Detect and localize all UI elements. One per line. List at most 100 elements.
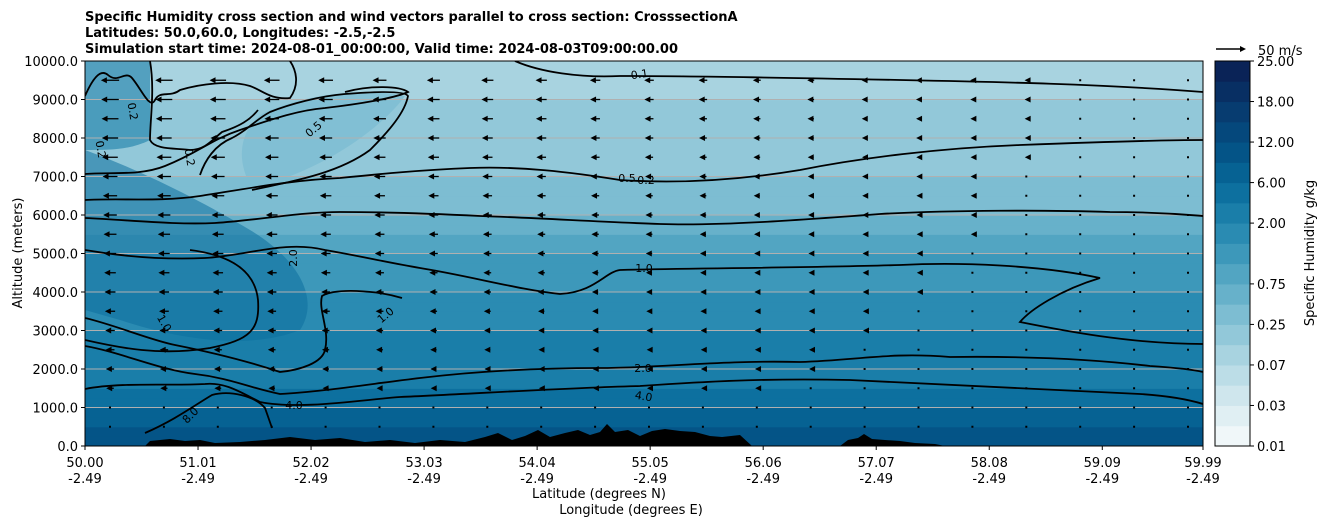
wind-vector-head	[484, 385, 491, 392]
humidity-band	[85, 138, 1203, 149]
wind-vector	[162, 425, 165, 428]
wind-vector	[917, 310, 920, 313]
wind-vector-head	[645, 173, 652, 180]
wind-vector-head	[861, 96, 868, 103]
wind-vector-head	[699, 192, 706, 199]
wind-vector-head	[376, 366, 383, 372]
wind-vector	[1079, 271, 1082, 274]
wind-vector-head	[915, 96, 922, 103]
humidity-band	[85, 253, 1203, 264]
wind-vector	[863, 387, 866, 390]
wind-vector-head	[213, 346, 220, 353]
wind-vector-head	[808, 289, 815, 295]
humidity-band	[85, 128, 1203, 139]
wind-vector	[971, 291, 974, 293]
wind-vector-head	[808, 327, 815, 334]
x-axis-label-lon: Longitude (degrees E)	[559, 503, 703, 518]
colorbar-band	[1215, 283, 1250, 305]
wind-vector-head	[916, 173, 923, 180]
wind-vector-head	[373, 135, 380, 141]
wind-vector-head	[755, 385, 762, 392]
wind-vector-head	[644, 154, 651, 161]
wind-vector-head	[916, 115, 923, 122]
wind-vector-head	[320, 212, 327, 218]
wind-vector-head	[916, 212, 923, 218]
wind-vector-head	[535, 96, 542, 103]
wind-vector	[1187, 194, 1189, 197]
wind-vector-head	[1024, 77, 1031, 84]
x-tick-label-lat: 56.06	[745, 456, 782, 471]
wind-vector-head	[754, 289, 761, 295]
wind-vector	[917, 387, 920, 390]
x-tick-label-lon: -2.49	[520, 472, 554, 487]
colorbar-tick-label: 0.07	[1257, 359, 1286, 374]
wind-vector-head	[104, 269, 111, 276]
x-tick-label-lat: 54.04	[519, 456, 556, 471]
contour-0-5-blob	[199, 91, 409, 191]
wind-vector	[917, 348, 920, 351]
y-axis: 0.0 1000.0 2000.0 3000.0 4000.0 5000.0 6000.0 7…	[24, 55, 85, 455]
wind-vector-head	[753, 115, 760, 122]
wind-vector-head	[807, 96, 814, 103]
wind-vector-head	[589, 77, 596, 84]
contour-label: 4.0	[285, 399, 303, 412]
wind-vector-head	[267, 289, 274, 295]
wind-vector-head	[592, 385, 599, 392]
wind-vector-head	[427, 115, 434, 122]
wind-vector	[1133, 425, 1136, 428]
x-tick-label-lat: 50.00	[66, 456, 103, 471]
colorbar-tick-label: 0.03	[1257, 399, 1286, 414]
wind-vector-head	[209, 96, 216, 103]
wind-vector-head	[265, 154, 272, 161]
wind-vector-head	[970, 192, 977, 199]
wind-vector-head	[753, 173, 760, 180]
colorbar	[1215, 61, 1250, 447]
colorbar-band	[1215, 121, 1250, 143]
wind-vector-head	[159, 346, 166, 353]
wind-vector-head	[211, 212, 218, 218]
wind-vector	[1079, 98, 1082, 101]
wind-vector-head	[267, 308, 274, 315]
wind-vector-head	[320, 231, 327, 238]
wind-vector	[270, 406, 273, 409]
wind-vector-head	[1024, 115, 1031, 122]
y-tick-label: 5000.0	[33, 248, 79, 263]
colorbar-band	[1215, 61, 1250, 82]
wind-vector	[971, 425, 974, 428]
colorbar-band	[1215, 101, 1250, 123]
wind-vector-head	[970, 231, 977, 238]
wind-vector	[1025, 425, 1028, 428]
wind-vector-head	[102, 154, 109, 161]
wind-vector	[1133, 156, 1136, 159]
wind-vector-head	[375, 289, 382, 295]
wind-vector-head	[700, 346, 707, 353]
wind-vector	[1079, 348, 1082, 351]
wind-vector	[109, 425, 111, 428]
wind-vector-head	[372, 77, 379, 84]
wind-vector	[1133, 387, 1136, 390]
wind-vector	[1079, 291, 1082, 293]
wind-vector	[1187, 252, 1189, 255]
wind-vector-head	[266, 231, 273, 238]
chart-title-line-2: Latitudes: 50.0,60.0, Longitudes: -2.5,-…	[85, 26, 395, 41]
wind-vector-head	[753, 96, 760, 103]
wind-vector-head	[212, 269, 219, 276]
wind-vector-head	[105, 366, 112, 372]
contour-label: 0.2	[182, 148, 198, 167]
wind-vector-head	[157, 231, 164, 238]
contour-label: 2.0	[634, 362, 652, 375]
wind-vector-head	[430, 346, 437, 353]
wind-vector-head	[699, 212, 706, 218]
colorbar-tick-label: 2.00	[1257, 217, 1286, 232]
colorbar-band	[1215, 243, 1250, 265]
wind-vector	[971, 252, 974, 255]
wind-vector	[1025, 233, 1028, 236]
x-axis-label-lat: Latitude (degrees N)	[532, 487, 666, 502]
wind-vector-head	[1024, 154, 1031, 161]
wind-vector-head	[538, 327, 545, 334]
wind-vector-head	[646, 289, 653, 295]
wind-vector-head	[268, 366, 275, 372]
wind-vector-head	[646, 366, 653, 372]
wind-vector	[1133, 137, 1136, 139]
wind-vector-head	[861, 77, 868, 84]
